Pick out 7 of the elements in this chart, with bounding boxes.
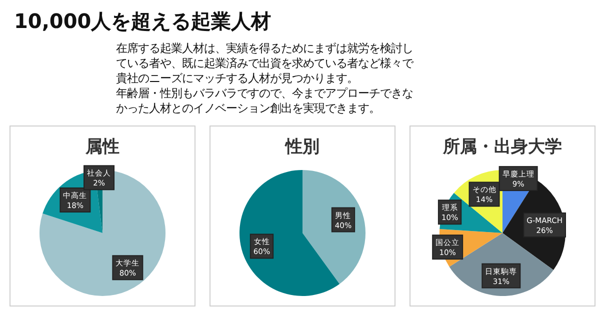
text: 在席する起業人材は、実績を得るためにまずは就労を検討している者や、既に起業済みで出資を求めている者など様々で貴社のニーズにマッチする人材が見つかります。	[116, 41, 414, 85]
chart-title: 所属・出身大学	[442, 137, 562, 157]
chart-title: 性別	[284, 137, 320, 157]
text: 年齢層・性別もバラバラですので、今までアプローチできなかった人材とのイノベーション創出を実現できます。	[116, 86, 413, 115]
text: 10,000人を超える起業人材	[14, 9, 272, 33]
pie-slice	[40, 170, 166, 296]
chart-title: 属性	[84, 137, 120, 157]
